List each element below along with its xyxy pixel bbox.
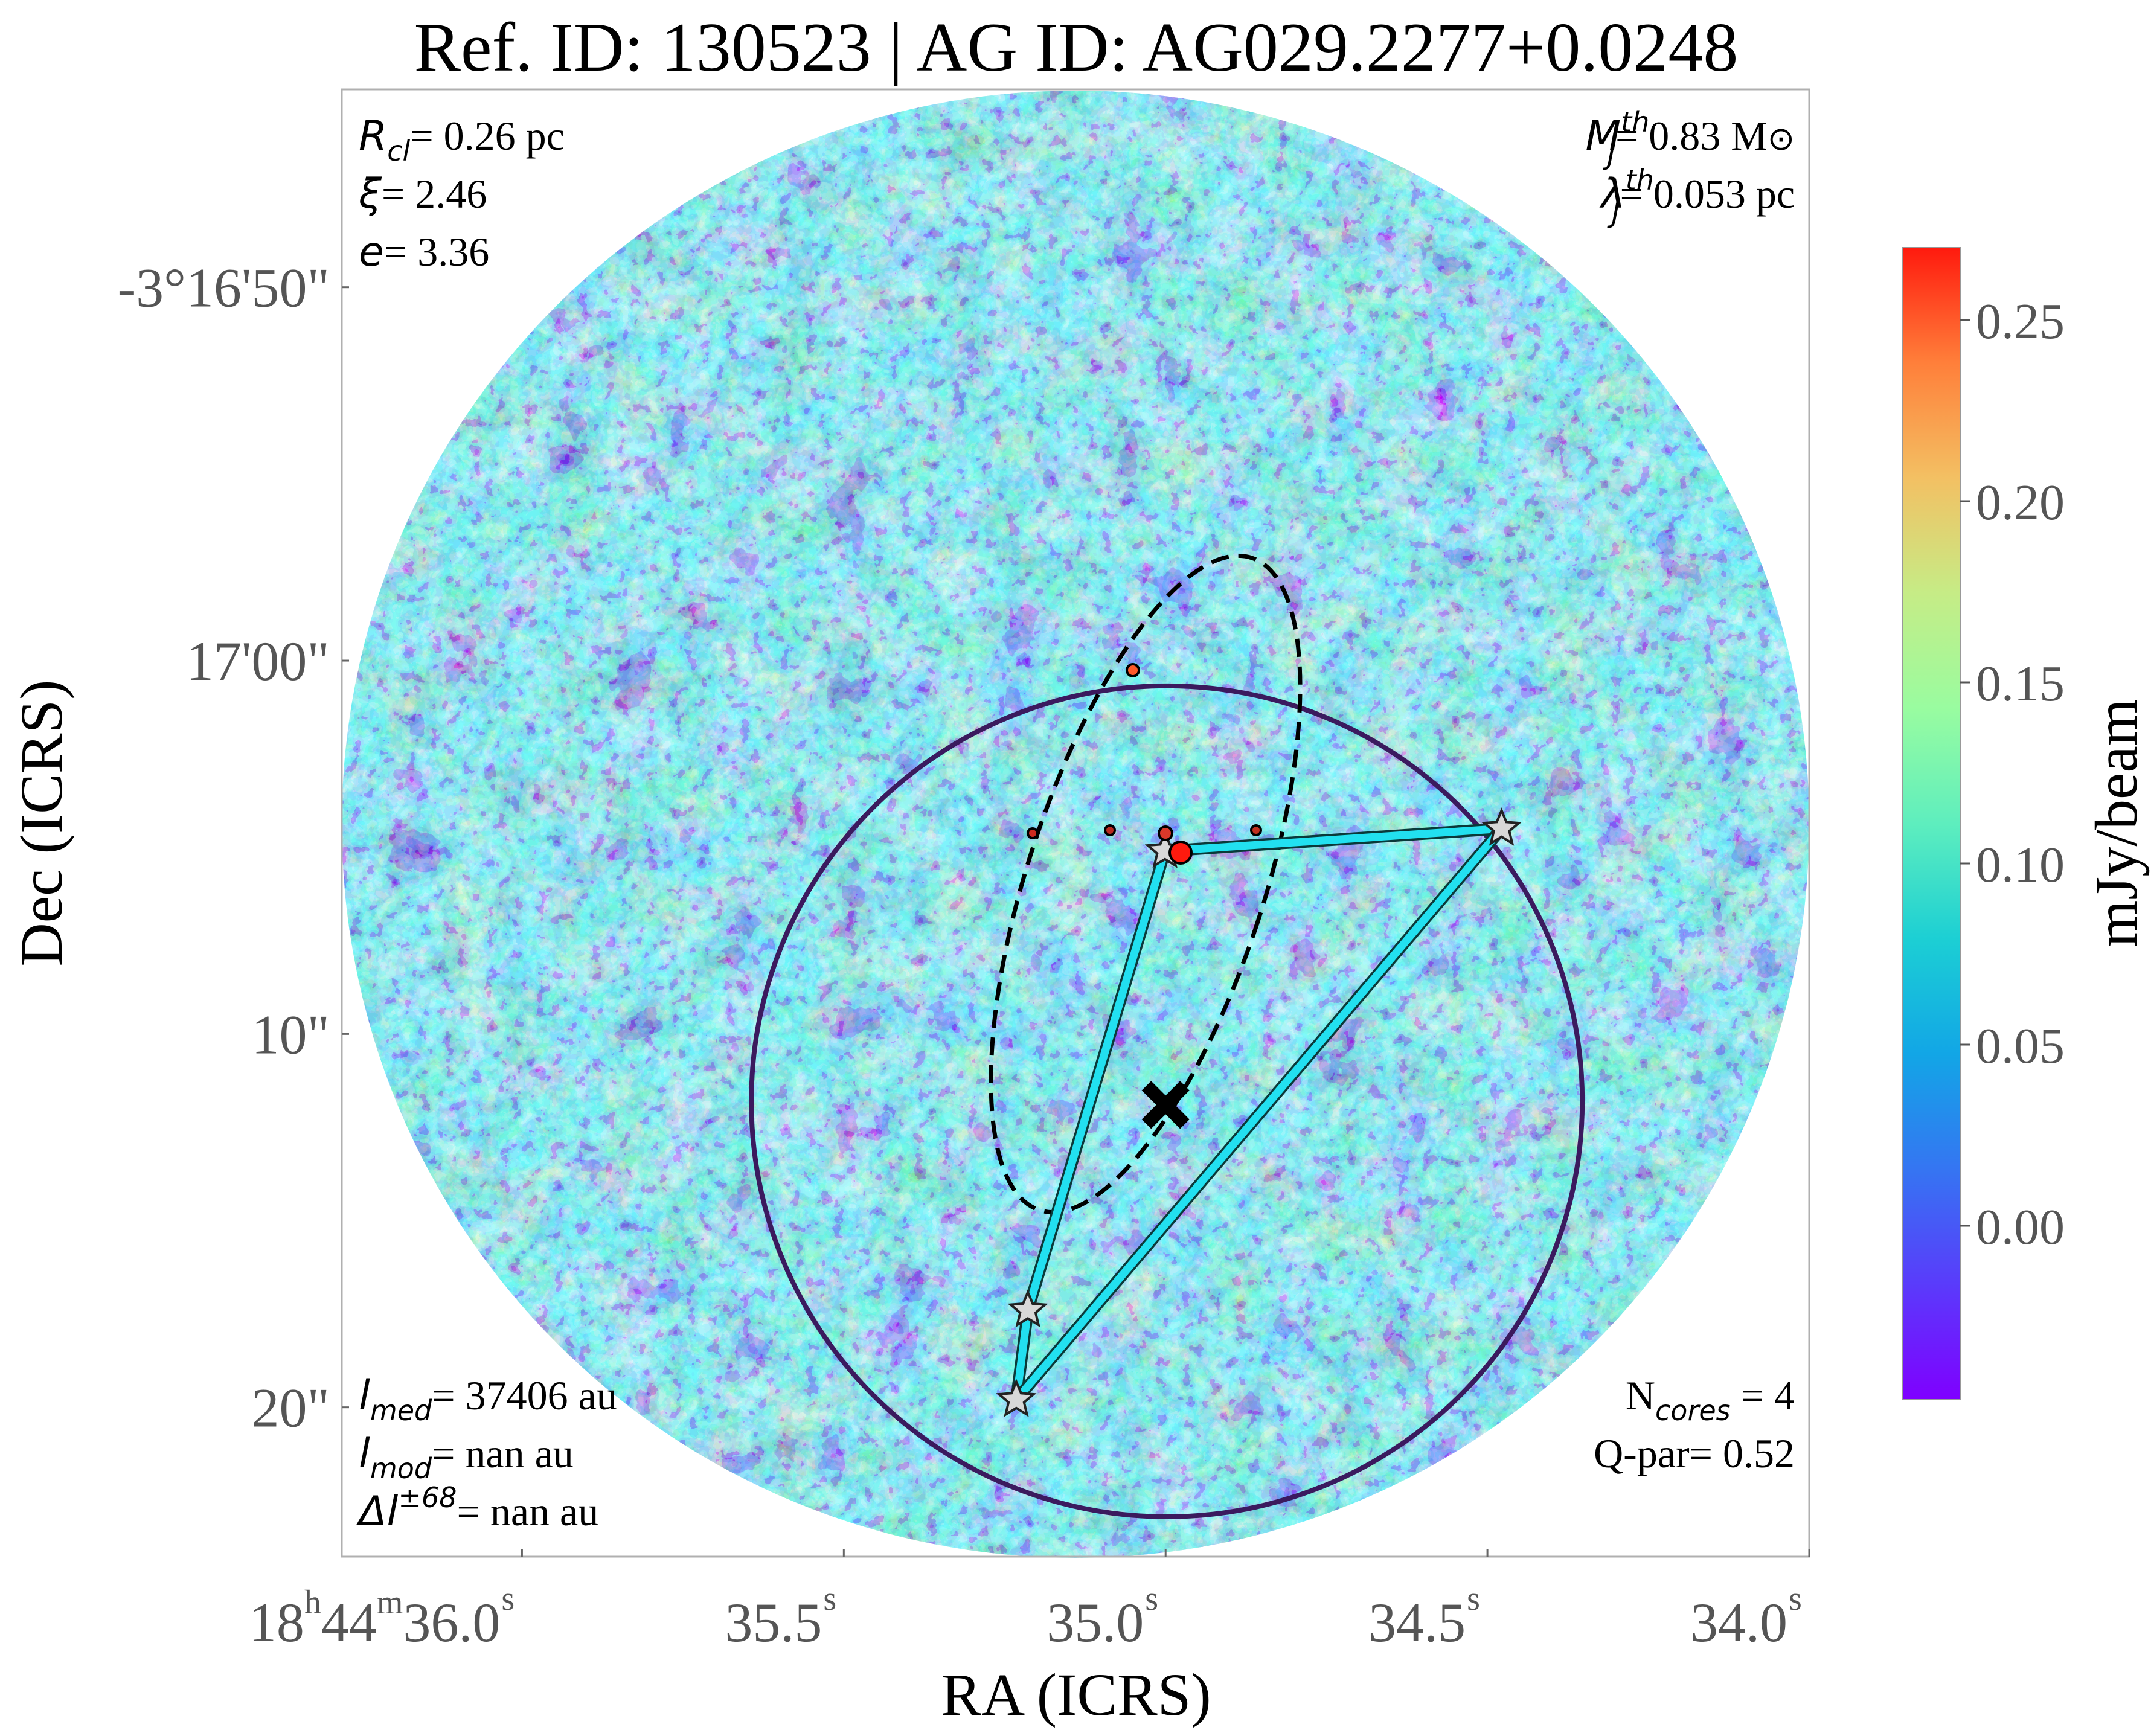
annotations: Rcl= 0.26 pcξ= 2.46 e= 3.36 Mth J= 0.83 M⊙λ… (356, 106, 1795, 1536)
x-tick-unit: s (823, 1580, 836, 1618)
emission-peak (1171, 843, 1190, 862)
y-axis-ticks: -3°16'50" 17'00" 10" 20" (117, 257, 349, 1439)
emission-peak (1128, 665, 1138, 675)
colorbar-tick-label: 0.25 (1976, 293, 2065, 350)
colorbar-tick-label: 0.05 (1976, 1018, 2065, 1074)
core-star (1007, 1289, 1048, 1328)
colorbar-ticks: 0.25 0.20 0.15 0.10 0.05 0.00 (1960, 293, 2065, 1255)
annotation-line: ξ= 2.46 (358, 170, 487, 218)
emission-peak (1160, 828, 1171, 839)
colorbar-gradient (1902, 247, 1961, 1400)
annotation-line: e= 3.36 (359, 228, 489, 276)
emission-peak (1106, 827, 1114, 834)
emission-map (342, 91, 1809, 1557)
x-tick-unit: s (1145, 1580, 1158, 1618)
x-axis-ticks: 18h44m36.0 s 35.5 s 35.0 s 34.5 s 34.0 s (249, 1549, 1810, 1653)
annotation-line: Δl±68= nan au (356, 1481, 598, 1536)
x-tick-label: 34.5 (1368, 1592, 1466, 1653)
cores-ellipse (989, 553, 1303, 1215)
mst-edge (1161, 824, 1506, 855)
clump-center-marker (1141, 1081, 1190, 1129)
x-tick-unit: s (501, 1580, 515, 1618)
x-tick-label: 34.0 (1690, 1592, 1787, 1653)
y-tick-label: 10" (251, 1004, 330, 1065)
mst-edge (1012, 824, 1506, 1404)
colorbar-tick-label: 0.15 (1976, 656, 2065, 712)
overlay-layer (749, 553, 1585, 1519)
mst-edge (1024, 847, 1169, 1315)
y-tick-label: 17'00" (186, 630, 330, 692)
x-tick-label: 18h44m36.0 (249, 1584, 501, 1653)
chart-title: Ref. ID: 130523 | AG ID: AG029.2277+0.02… (414, 9, 1739, 86)
colorbar-tick-label: 0.10 (1976, 837, 2065, 893)
clump-circle (749, 683, 1585, 1519)
core-star (996, 1379, 1037, 1417)
colorbar-tick-label: 0.00 (1976, 1199, 2065, 1255)
annotation-line: λth J= 0.053 pc (1599, 164, 1795, 229)
y-tick-label: 20" (251, 1377, 330, 1439)
y-axis-label: Dec (ICRS) (8, 680, 75, 967)
core-star (1481, 807, 1522, 846)
annotation-line: lmod= nan au (359, 1430, 574, 1485)
emission-peak (1252, 827, 1260, 834)
plot-frame (341, 88, 1810, 1558)
annotation-line: Rcl= 0.26 pc (359, 112, 565, 167)
annotation-line: Ncores = 4 (1626, 1372, 1795, 1427)
x-tick-unit: s (1789, 1580, 1802, 1618)
emission-map-fine-noise (342, 91, 1809, 1557)
annotation-line: lmed= 37406 au (359, 1372, 617, 1427)
colorbar-label: mJy/beam (2083, 699, 2150, 947)
x-tick-label: 35.0 (1047, 1592, 1144, 1653)
x-tick-label: 35.5 (725, 1592, 822, 1653)
annotation-line: Mth J= 0.83 M⊙ (1585, 106, 1795, 171)
y-tick-label: -3°16'50" (117, 257, 330, 319)
x-axis-label: RA (ICRS) (941, 1661, 1211, 1728)
colorbar-tick-label: 0.20 (1976, 475, 2065, 531)
annotation-line: Q-par= 0.52 (1594, 1430, 1795, 1476)
emission-peak (1029, 830, 1036, 837)
colorbar: 0.25 0.20 0.15 0.10 0.05 0.00 mJy/beam (1902, 247, 2150, 1400)
x-tick-unit: s (1467, 1580, 1480, 1618)
